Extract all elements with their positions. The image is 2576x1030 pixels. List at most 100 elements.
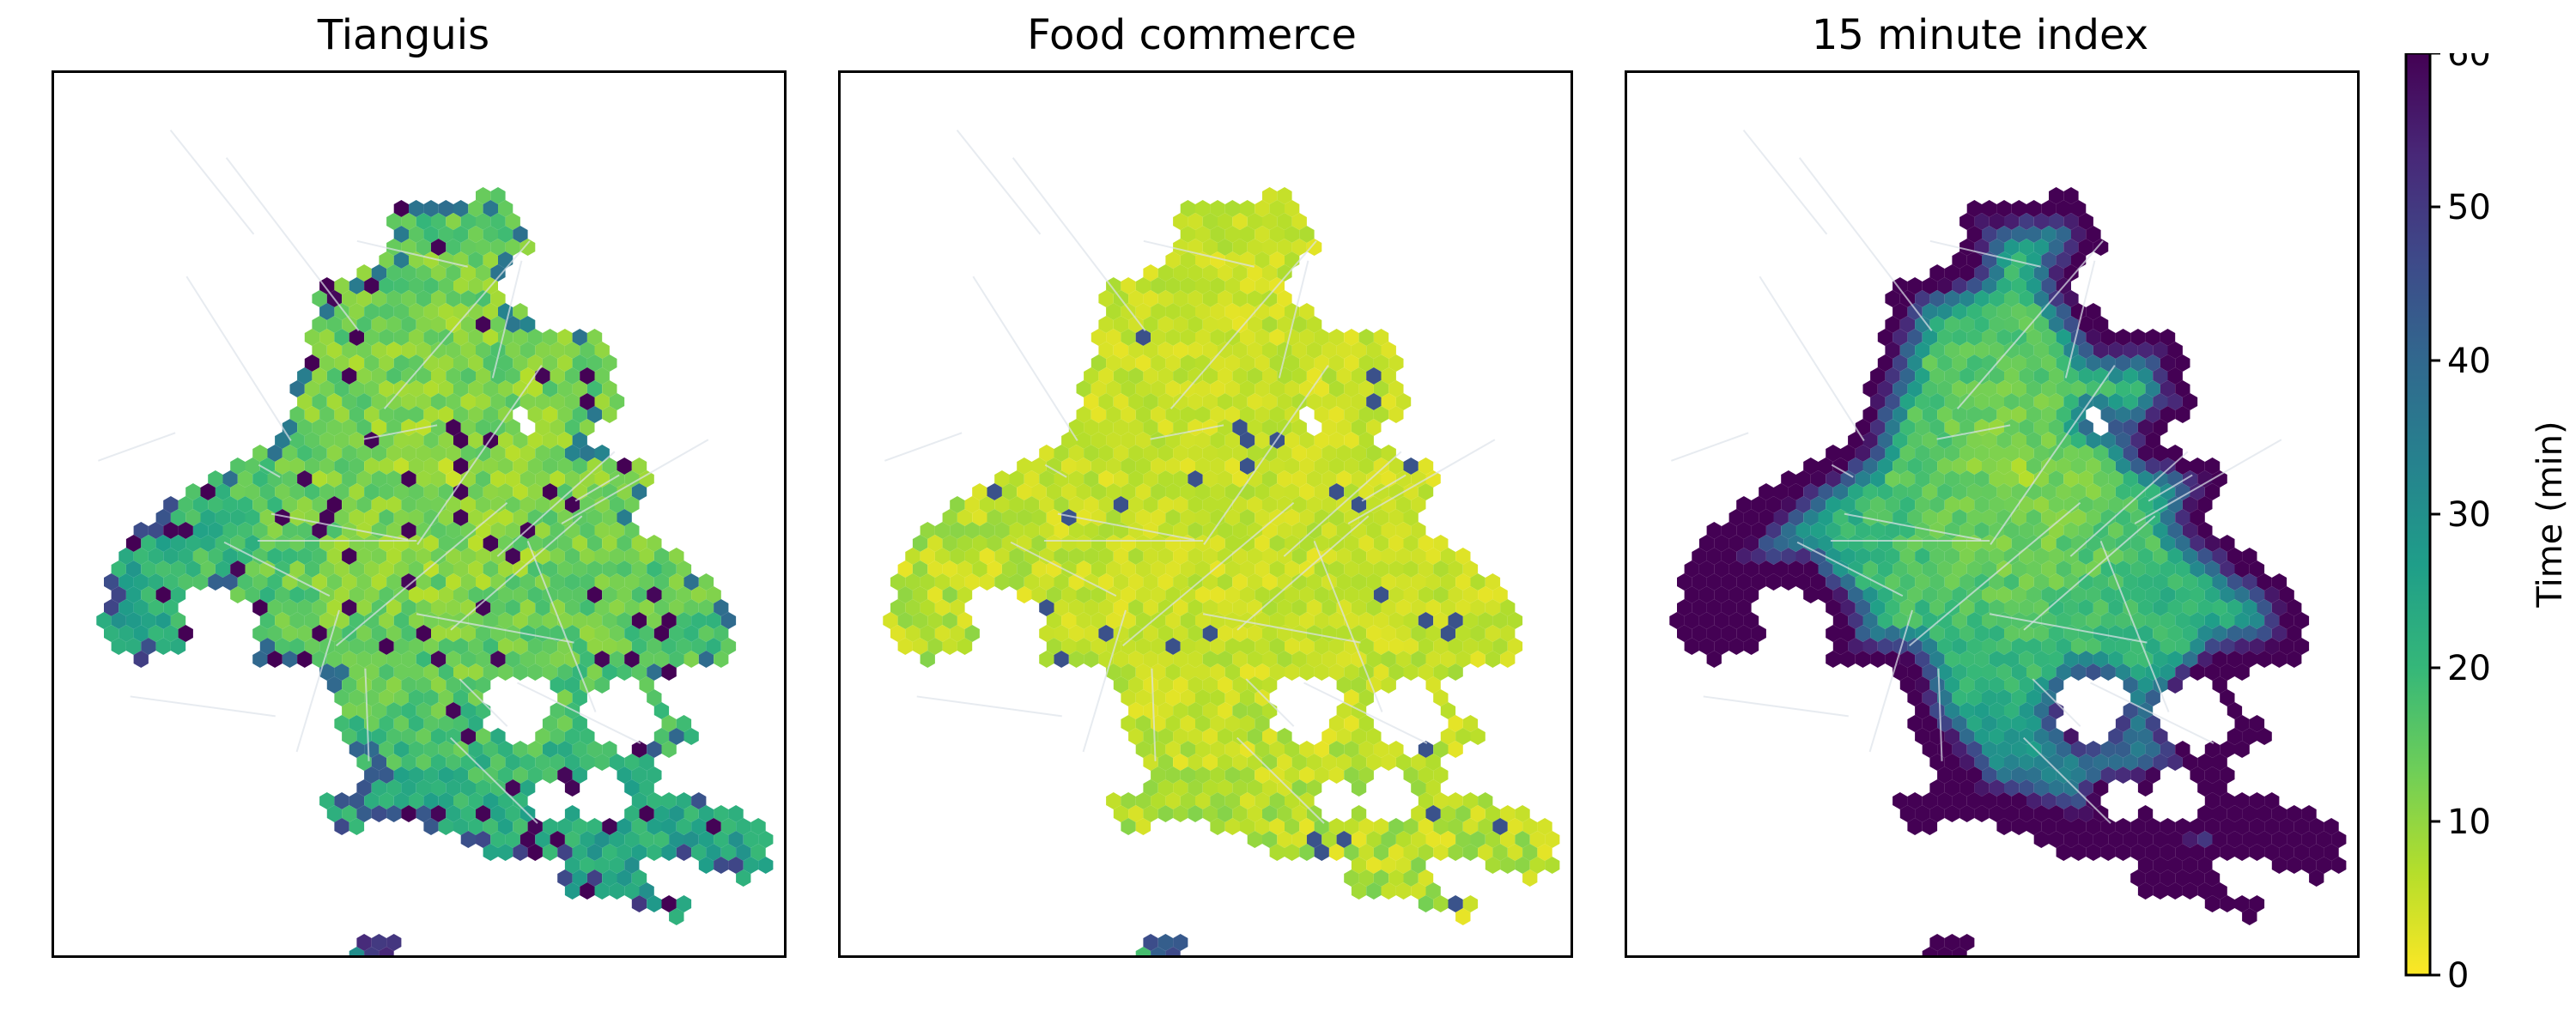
hex-cell bbox=[1982, 303, 1997, 320]
hex-cell bbox=[364, 406, 380, 423]
hex-cell bbox=[1462, 844, 1479, 861]
hex-cell bbox=[431, 779, 447, 797]
colorbar-tick-label: 40 bbox=[2447, 342, 2491, 381]
hex-cell bbox=[2130, 663, 2146, 681]
hex-cell bbox=[312, 342, 327, 359]
hex-cell bbox=[1285, 457, 1300, 475]
hex-cell bbox=[602, 535, 617, 552]
hex-cell bbox=[1143, 393, 1158, 410]
hex-cell bbox=[2108, 393, 2123, 410]
hex-cell bbox=[691, 638, 707, 655]
hex-cell bbox=[550, 393, 565, 410]
hex-cell bbox=[1328, 638, 1345, 655]
hex-cell bbox=[446, 573, 461, 591]
hex-cell bbox=[1143, 316, 1158, 333]
hex-cell bbox=[505, 779, 520, 797]
hex-cell bbox=[934, 625, 951, 642]
hex-cell bbox=[446, 470, 461, 488]
hex-cell bbox=[490, 470, 506, 488]
hex-cell bbox=[2019, 445, 2034, 462]
hex-cell bbox=[2212, 831, 2227, 848]
hex-cell bbox=[1944, 496, 1960, 513]
hex-cell bbox=[446, 728, 461, 745]
hex-cell bbox=[2264, 792, 2280, 809]
hex-cell bbox=[349, 663, 365, 681]
hex-cell bbox=[371, 651, 387, 668]
hex-cell bbox=[1425, 573, 1441, 591]
hex-cell bbox=[1262, 470, 1278, 488]
hex-cell bbox=[2279, 638, 2294, 655]
hex-cell bbox=[1944, 316, 1960, 333]
hex-cell bbox=[1173, 213, 1188, 230]
hex-cell bbox=[1188, 522, 1203, 539]
hex-cell bbox=[1046, 638, 1062, 655]
hex-cell bbox=[2019, 213, 2034, 230]
hex-cell bbox=[542, 354, 558, 372]
hex-cell bbox=[342, 728, 357, 745]
hex-cell bbox=[1135, 741, 1151, 758]
hex-cell bbox=[2011, 509, 2026, 526]
hex-cell bbox=[386, 316, 402, 333]
hex-cell bbox=[572, 380, 587, 397]
hex-cell bbox=[1180, 766, 1195, 784]
hex-cell bbox=[155, 638, 171, 655]
hex-cell bbox=[2130, 869, 2146, 887]
hex-cell bbox=[423, 432, 439, 449]
hex-cell bbox=[1996, 226, 2012, 243]
hex-cell bbox=[2100, 638, 2116, 655]
hex-cell bbox=[550, 573, 565, 591]
hex-cell bbox=[2078, 316, 2093, 333]
hex-cell bbox=[2019, 496, 2034, 513]
hex-cell bbox=[319, 560, 335, 578]
hex-cell bbox=[409, 689, 424, 706]
hex-cell bbox=[409, 277, 424, 294]
hex-cell bbox=[1870, 419, 1886, 436]
hex-cell bbox=[379, 766, 394, 784]
hex-cell bbox=[1840, 625, 1856, 642]
hex-cell bbox=[2093, 651, 2109, 668]
hex-cell bbox=[505, 470, 520, 488]
hex-cell bbox=[222, 496, 238, 513]
hex-cell bbox=[438, 638, 453, 655]
hex-cell bbox=[2086, 226, 2101, 243]
hex-cell bbox=[423, 689, 439, 706]
road-line bbox=[956, 130, 1042, 235]
hex-cell bbox=[1915, 393, 1930, 410]
hex-cell bbox=[1269, 303, 1285, 320]
hex-cell bbox=[505, 393, 520, 410]
hex-cell bbox=[2145, 380, 2160, 397]
hex-cell bbox=[586, 586, 603, 603]
hex-cell bbox=[1188, 393, 1203, 410]
hex-cell bbox=[1210, 766, 1225, 784]
hex-cell bbox=[1247, 651, 1262, 668]
hex-cell bbox=[2086, 354, 2101, 372]
hex-cell bbox=[1039, 599, 1054, 616]
hex-cell bbox=[1952, 638, 1967, 655]
hex-cell bbox=[1195, 200, 1211, 217]
hex-cell bbox=[490, 239, 506, 256]
road-line bbox=[1936, 424, 2011, 440]
hex-cell bbox=[2271, 625, 2287, 642]
hex-cell bbox=[125, 560, 142, 578]
hex-cell bbox=[1277, 831, 1292, 848]
hex-cell bbox=[698, 651, 714, 668]
hex-cell bbox=[1996, 818, 2012, 835]
hex-cell bbox=[1344, 869, 1359, 887]
hex-cell bbox=[1974, 599, 1990, 616]
hex-cell bbox=[890, 599, 906, 616]
hex-cell bbox=[1944, 367, 1960, 385]
hex-cell bbox=[446, 264, 461, 282]
hex-cell bbox=[2086, 380, 2101, 397]
hex-cell bbox=[476, 651, 491, 668]
hex-cell bbox=[1411, 548, 1426, 565]
hex-cell bbox=[542, 715, 558, 732]
hex-cell bbox=[1247, 496, 1262, 513]
hex-cell bbox=[312, 496, 327, 513]
hex-cell bbox=[1202, 316, 1218, 333]
hex-cell bbox=[1411, 470, 1426, 488]
hex-cell bbox=[401, 393, 416, 410]
hex-cell bbox=[334, 638, 349, 655]
hex-cell bbox=[349, 689, 365, 706]
hex-cell bbox=[446, 367, 461, 385]
hex-cell bbox=[519, 779, 536, 797]
